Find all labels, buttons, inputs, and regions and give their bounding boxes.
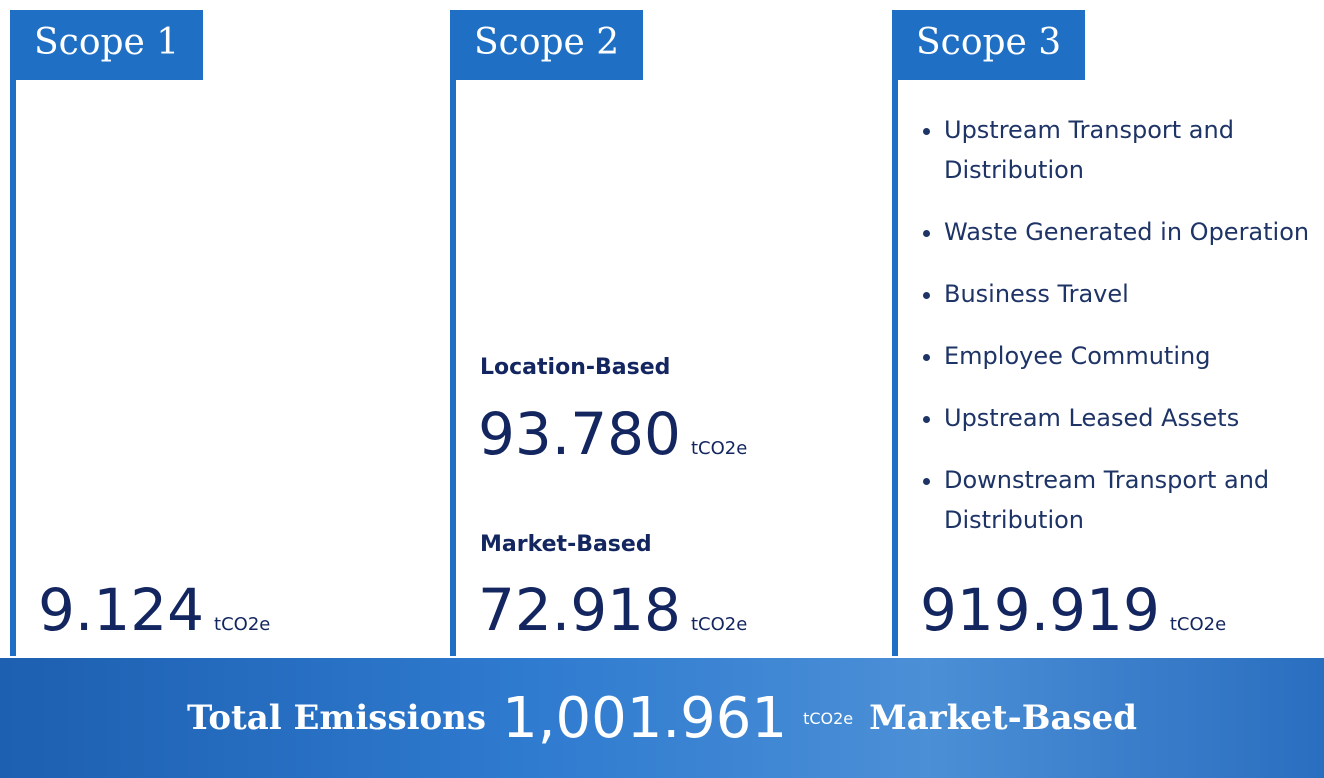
scope-item: Employee Commuting bbox=[944, 336, 1324, 376]
value: 72.918 bbox=[478, 576, 681, 644]
scope-item: Downstream Transport and Distribution bbox=[944, 460, 1324, 540]
unit: tCO2e bbox=[690, 614, 748, 635]
scope-panel: Scope 2 Location-Based 93.780 tCO2e Marke… bbox=[450, 10, 894, 656]
unit: tCO2e bbox=[214, 614, 271, 635]
scope-panel: Scope 3 Upstream Transport and Distribut… bbox=[892, 10, 1324, 656]
scope-items: Upstream Transport and Distribution Waste… bbox=[914, 110, 1324, 562]
scope-title: Scope 2 bbox=[450, 10, 644, 80]
value-label: Market-Based bbox=[480, 532, 652, 557]
scope-title: Scope 3 bbox=[892, 10, 1086, 80]
total-label: Total Emissions bbox=[186, 698, 487, 738]
scope-panel: Scope 1 9.124 tCO2e bbox=[10, 10, 452, 656]
scope-value: 93.780 tCO2e bbox=[478, 400, 747, 468]
unit: tCO2e bbox=[690, 438, 748, 459]
scope-title: Scope 1 bbox=[10, 10, 204, 80]
scope-item: Upstream Leased Assets bbox=[944, 398, 1324, 438]
total-basis: Market-Based bbox=[869, 698, 1138, 738]
scope-item: Waste Generated in Operation bbox=[944, 212, 1324, 252]
value: 9.124 bbox=[38, 576, 205, 644]
scope-value: 919.919 tCO2e bbox=[920, 576, 1226, 644]
unit: tCO2e bbox=[1169, 614, 1227, 635]
value-label: Location-Based bbox=[480, 355, 671, 380]
scope-value: 9.124 tCO2e bbox=[38, 576, 270, 644]
value: 919.919 bbox=[920, 576, 1160, 644]
total-unit: tCO2e bbox=[803, 708, 854, 728]
value: 93.780 bbox=[478, 400, 681, 468]
total-bar: Total Emissions 1,001.961 tCO2e Market-B… bbox=[0, 658, 1324, 778]
scope-value: 72.918 tCO2e bbox=[478, 576, 747, 644]
total-value: 1,001.961 bbox=[502, 685, 788, 751]
scope-item: Business Travel bbox=[944, 274, 1324, 314]
scope-item: Upstream Transport and Distribution bbox=[944, 110, 1324, 190]
